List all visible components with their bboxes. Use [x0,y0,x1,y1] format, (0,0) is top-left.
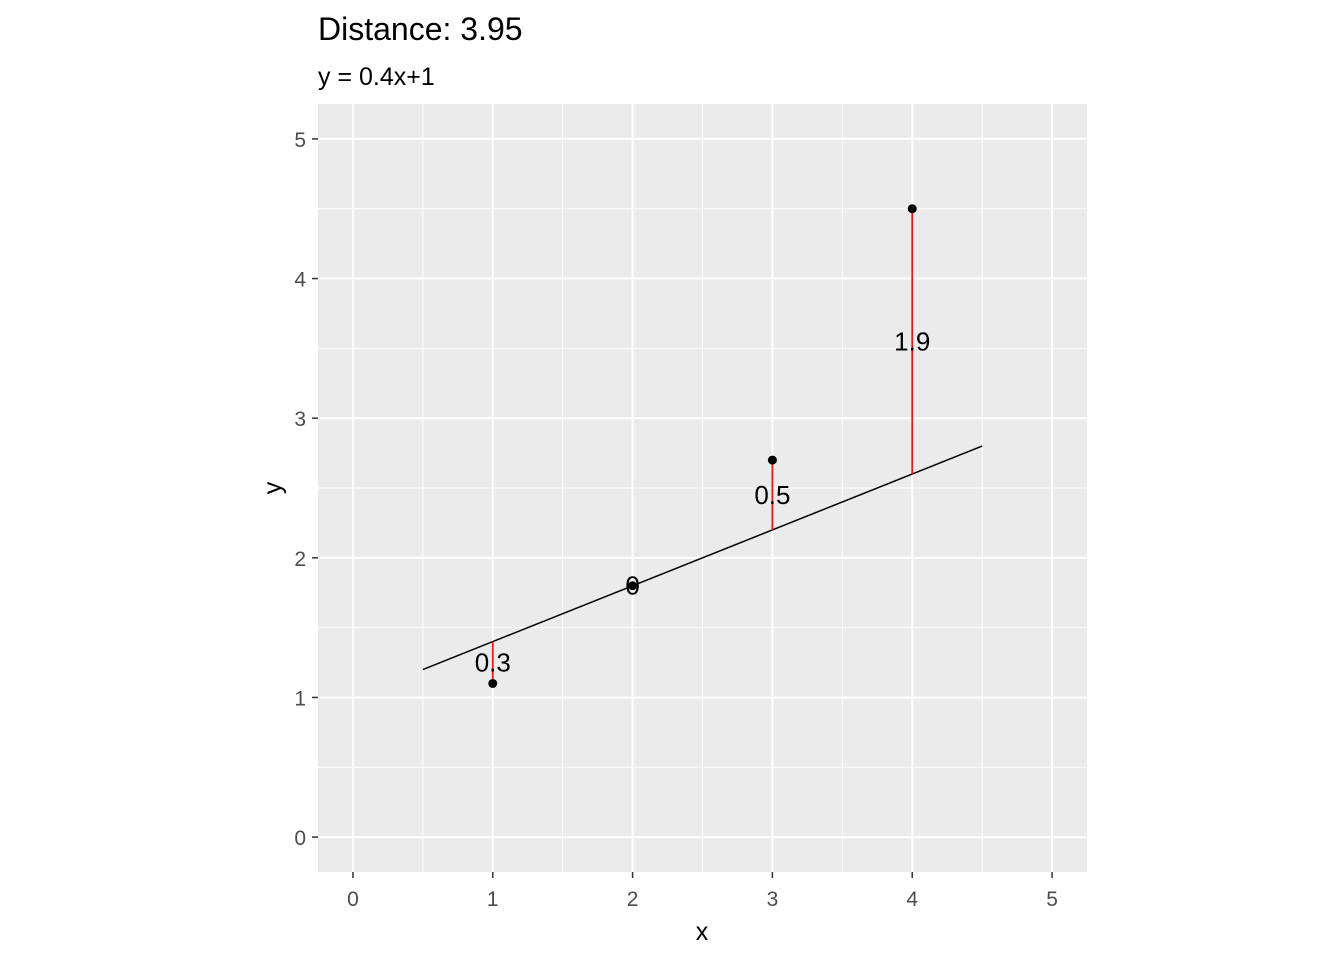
y-tick-label: 2 [294,548,306,571]
grid-minor [318,104,1087,872]
x-axis-tick-labels: 0 1 2 3 4 5 [347,888,1058,911]
residual-label: 0 [625,571,639,601]
x-tick-label: 3 [767,888,779,911]
y-tick-label: 0 [294,827,306,850]
residual-label: 0.5 [754,480,790,510]
x-tick-label: 5 [1046,888,1058,911]
chart-title: Distance: 3.95 [318,11,523,47]
data-point [767,455,777,465]
y-axis-tick-labels: 0 1 2 3 4 5 [294,129,306,850]
x-tick-label: 0 [347,888,359,911]
x-axis-ticks [352,872,1053,878]
chart-subtitle: y = 0.4x+1 [318,63,435,91]
residual-label: 1.9 [894,326,930,356]
fit-line-layer [422,445,983,671]
y-tick-label: 4 [294,269,306,292]
y-tick-label: 1 [294,687,306,710]
x-tick-label: 4 [906,888,918,911]
y-tick-label: 3 [294,408,306,431]
y-axis-ticks [312,138,318,838]
data-point [907,204,917,214]
y-tick-label: 5 [294,129,306,152]
residual-labels: 0.3 0 0.5 1.9 [475,326,931,677]
x-tick-label: 2 [627,888,639,911]
x-tick-label: 1 [487,888,499,911]
data-points [488,204,917,688]
data-point [488,678,498,688]
x-axis-title: x [696,918,709,946]
residual-segments [491,208,914,684]
data-point [628,581,638,591]
residual-label: 0.3 [475,648,511,678]
fit-line [422,445,983,671]
y-axis-title: y [259,481,287,494]
